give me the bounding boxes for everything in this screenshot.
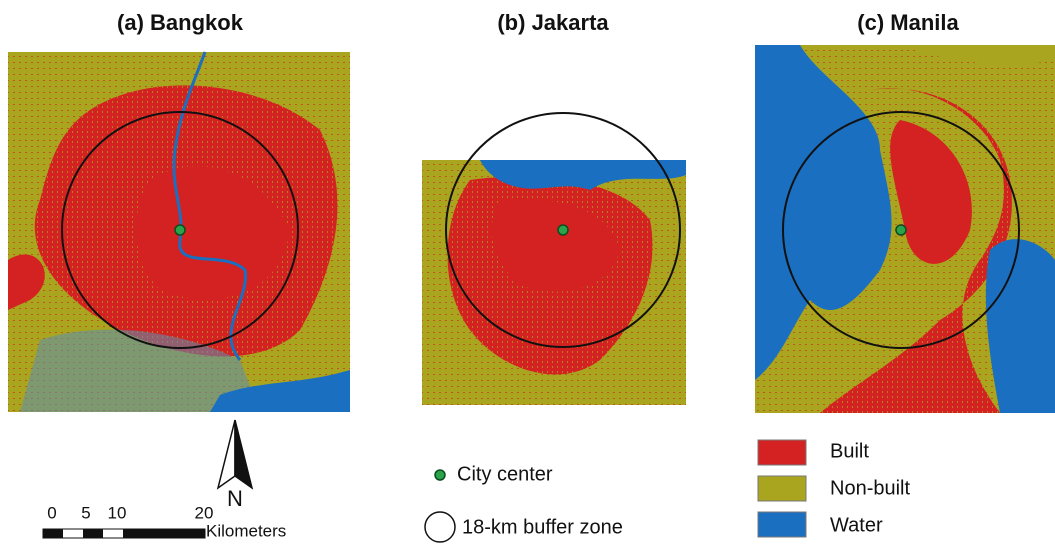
map-bangkok — [8, 52, 350, 412]
buffer-symbol — [425, 512, 455, 542]
panel-title: (b) Jakarta — [497, 10, 609, 35]
figure: (a) Bangkok (b) Jakarta (c) Manila — [0, 0, 1055, 543]
legend-label: Built — [830, 440, 869, 462]
legend-label: Water — [830, 514, 883, 536]
north-label: N — [227, 486, 243, 511]
scale-label: 0 — [47, 503, 56, 522]
panel-title: (a) Bangkok — [117, 10, 244, 35]
city-center-symbol — [435, 470, 445, 480]
scale-unit: Kilometers — [206, 521, 286, 540]
map-manila — [755, 45, 1055, 413]
legend-label: Non-built — [830, 477, 910, 499]
panel-title: (c) Manila — [857, 10, 959, 35]
north-arrow — [218, 420, 252, 488]
symbol-label: 18-km buffer zone — [462, 516, 623, 538]
scale-label: 20 — [195, 503, 214, 522]
map-jakarta — [422, 113, 686, 405]
scale-label: 10 — [108, 503, 127, 522]
scale-bar — [43, 529, 205, 538]
scale-label: 5 — [81, 503, 90, 522]
page: (a) Bangkok (b) Jakarta (c) Manila — [0, 0, 1055, 548]
legend-swatch — [758, 440, 806, 465]
symbol-label: City center — [457, 463, 553, 485]
legend-swatch — [758, 476, 806, 501]
legend-swatch — [758, 512, 806, 537]
